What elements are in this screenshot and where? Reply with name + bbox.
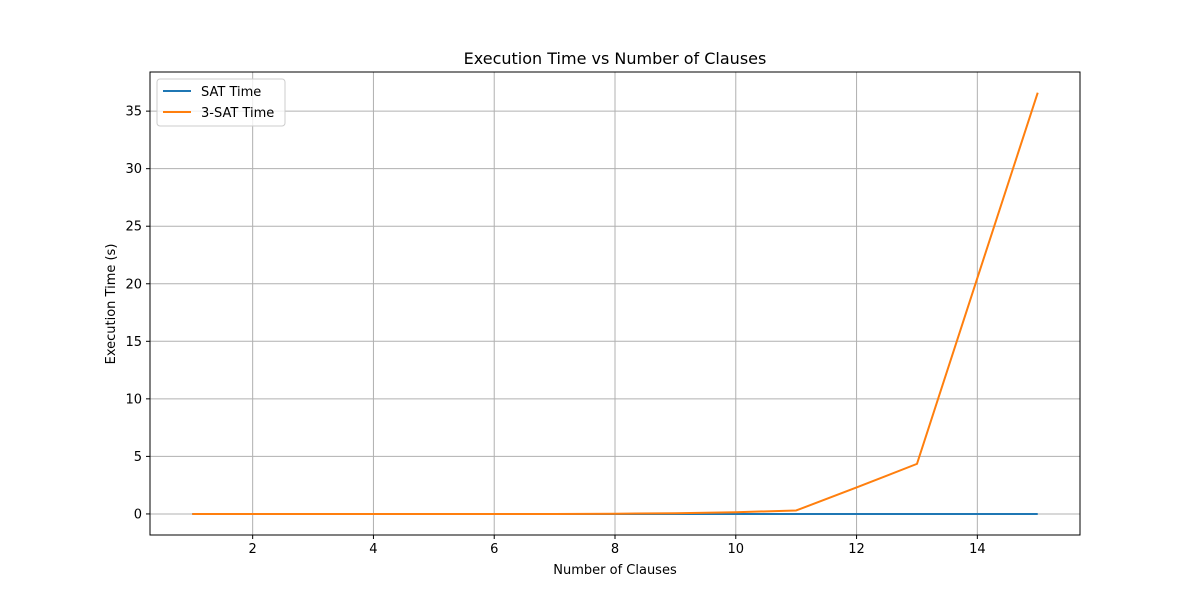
y-tick-label: 0	[134, 507, 142, 522]
x-tick-label: 4	[369, 542, 377, 557]
x-tick-label: 12	[848, 542, 865, 557]
x-tick-label: 6	[490, 542, 498, 557]
y-tick-label: 30	[125, 162, 142, 177]
chart-title: Execution Time vs Number of Clauses	[464, 49, 767, 68]
legend: SAT Time 3-SAT Time	[156, 78, 286, 127]
series-lines	[192, 92, 1039, 515]
x-tick-label: 14	[969, 542, 986, 557]
grid	[150, 72, 1080, 535]
series-line-3-sat-time	[192, 92, 1039, 515]
y-tick-label: 5	[134, 450, 142, 465]
y-tick-label: 20	[125, 277, 142, 292]
x-tick-label: 8	[611, 542, 619, 557]
y-tick-label: 25	[125, 220, 142, 235]
y-tick-label: 15	[125, 335, 142, 350]
y-axis-label: Execution Time (s)	[104, 244, 119, 365]
axis-ticks: 2 4 6 8 10 12 14 0 5 10 15 20 25 30 35	[125, 105, 985, 557]
plot-frame	[149, 71, 1081, 536]
x-tick-label: 2	[249, 542, 257, 557]
x-axis-label: Number of Clauses	[553, 563, 677, 578]
y-tick-label: 35	[125, 105, 142, 120]
legend-label: SAT Time	[201, 85, 261, 100]
x-tick-label: 10	[728, 542, 745, 557]
y-tick-label: 10	[125, 392, 142, 407]
legend-label: 3-SAT Time	[201, 106, 274, 121]
